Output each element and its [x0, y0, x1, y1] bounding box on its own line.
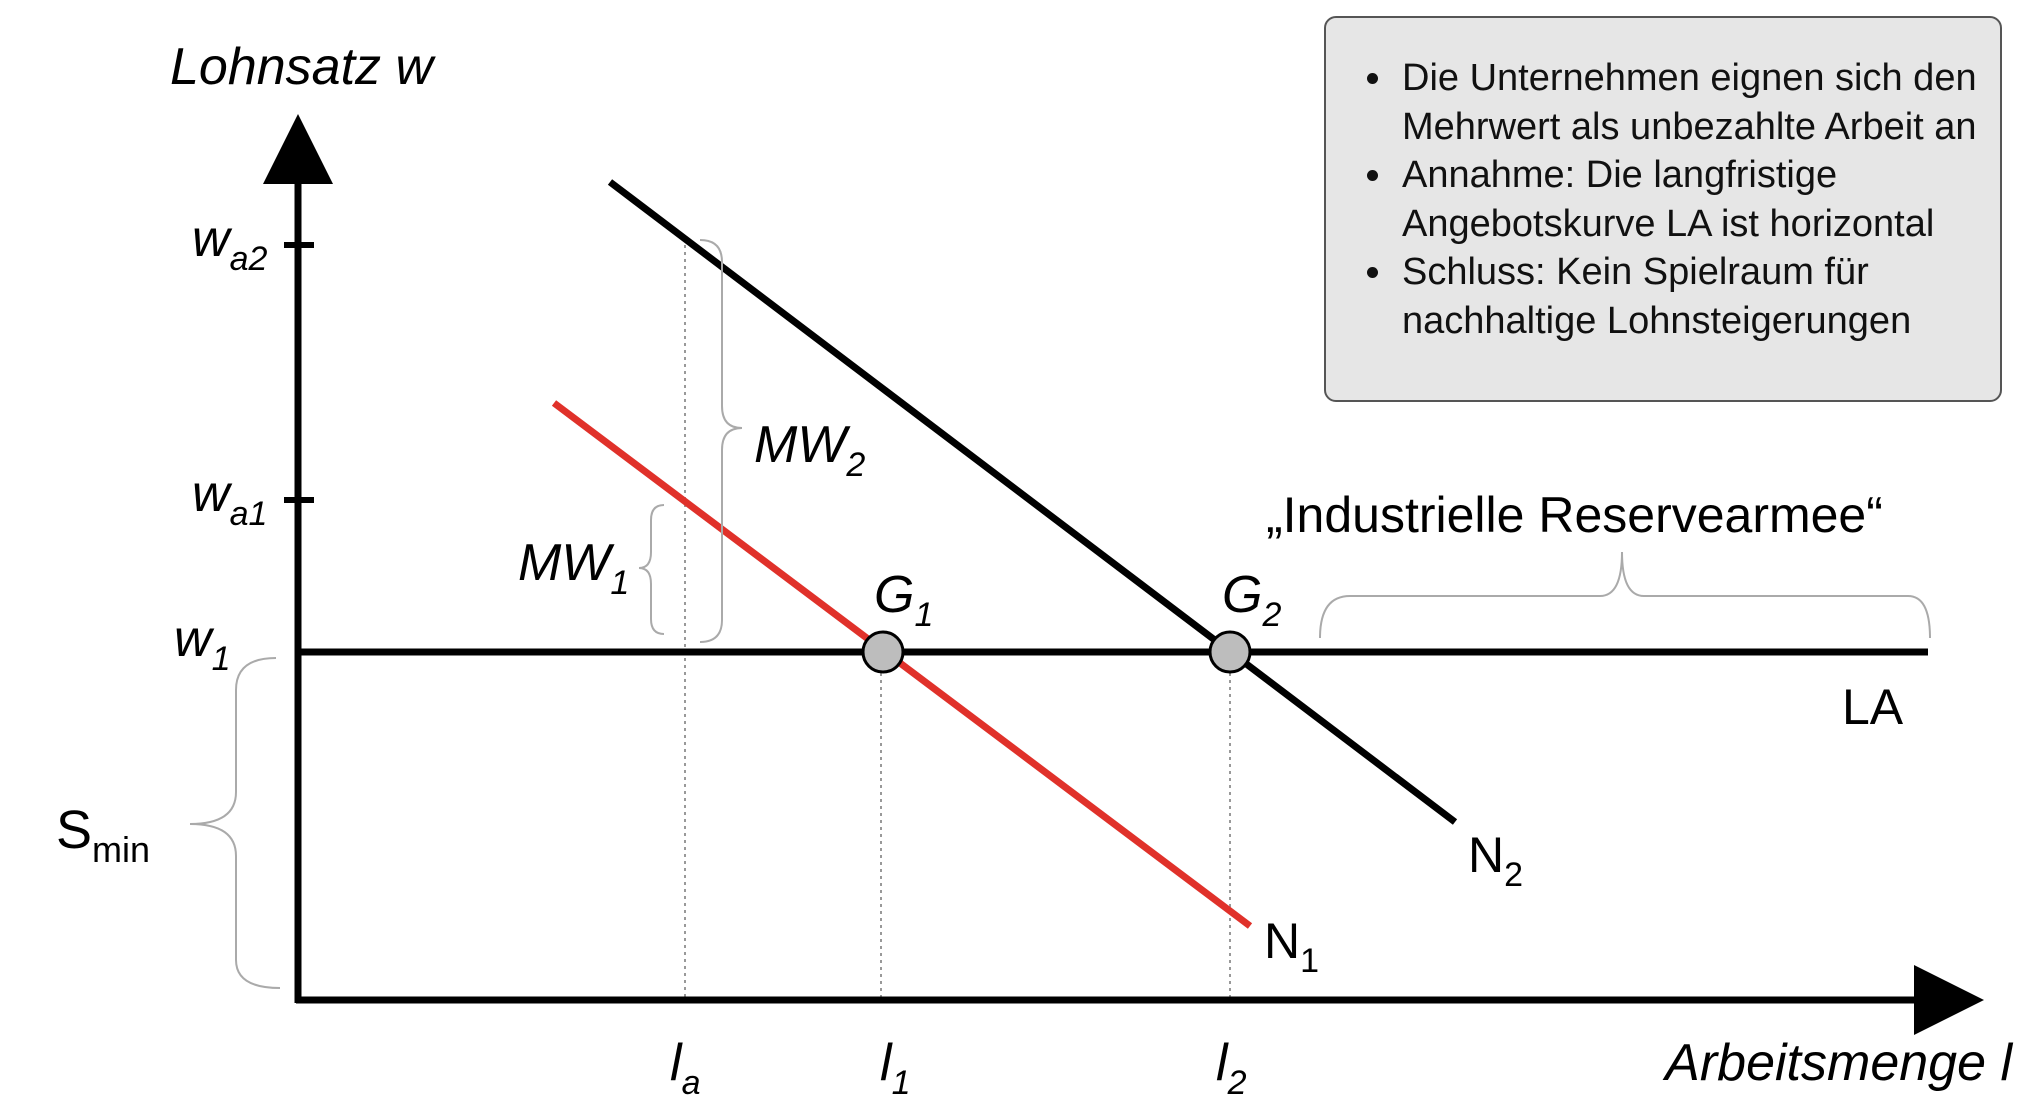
tick-label-w1: w1 [174, 610, 230, 678]
label-reserve: „Industrielle Reservearmee“ [1266, 487, 1883, 543]
x-axis-title: Arbeitsmenge l [1662, 1034, 2013, 1092]
label-smin: Smin [56, 800, 150, 870]
tick-label-wa2: wa2 [192, 210, 267, 278]
note-item: Schluss: Kein Spielraum für nachhaltige … [1396, 248, 1980, 345]
label-mw2: MW2 [754, 416, 865, 484]
notes-box: Die Unternehmen eignen sich den Mehrwert… [1324, 16, 2002, 402]
label-g2: G2 [1222, 566, 1281, 634]
brace-mw2 [699, 239, 743, 643]
note-item: Die Unternehmen eignen sich den Mehrwert… [1396, 54, 1980, 151]
label-g1: G1 [874, 566, 933, 634]
tick-label-l1: l1 [880, 1034, 910, 1102]
brace-reserve [1319, 551, 1931, 639]
label-n1: N1 [1264, 913, 1319, 980]
point-g2 [1208, 630, 1252, 674]
tick-label-wa1: wa1 [192, 465, 267, 533]
note-item: Annahme: Die langfristige Angebotskurve … [1396, 151, 1980, 248]
notes-list: Die Unternehmen eignen sich den Mehrwert… [1346, 54, 1980, 345]
y-axis-title: Lohnsatz w [170, 38, 436, 96]
tick-label-l2: l2 [1216, 1034, 1247, 1102]
brace-smin [189, 657, 281, 989]
brace-mw1 [638, 504, 665, 635]
point-g1 [861, 630, 905, 674]
label-la: LA [1842, 679, 1904, 735]
label-mw1: MW1 [518, 534, 629, 602]
tick-label-la: la [670, 1034, 700, 1102]
demand-curve-n1 [551, 400, 1253, 929]
demand-curve-n2 [607, 179, 1458, 825]
label-n2: N2 [1468, 827, 1523, 894]
